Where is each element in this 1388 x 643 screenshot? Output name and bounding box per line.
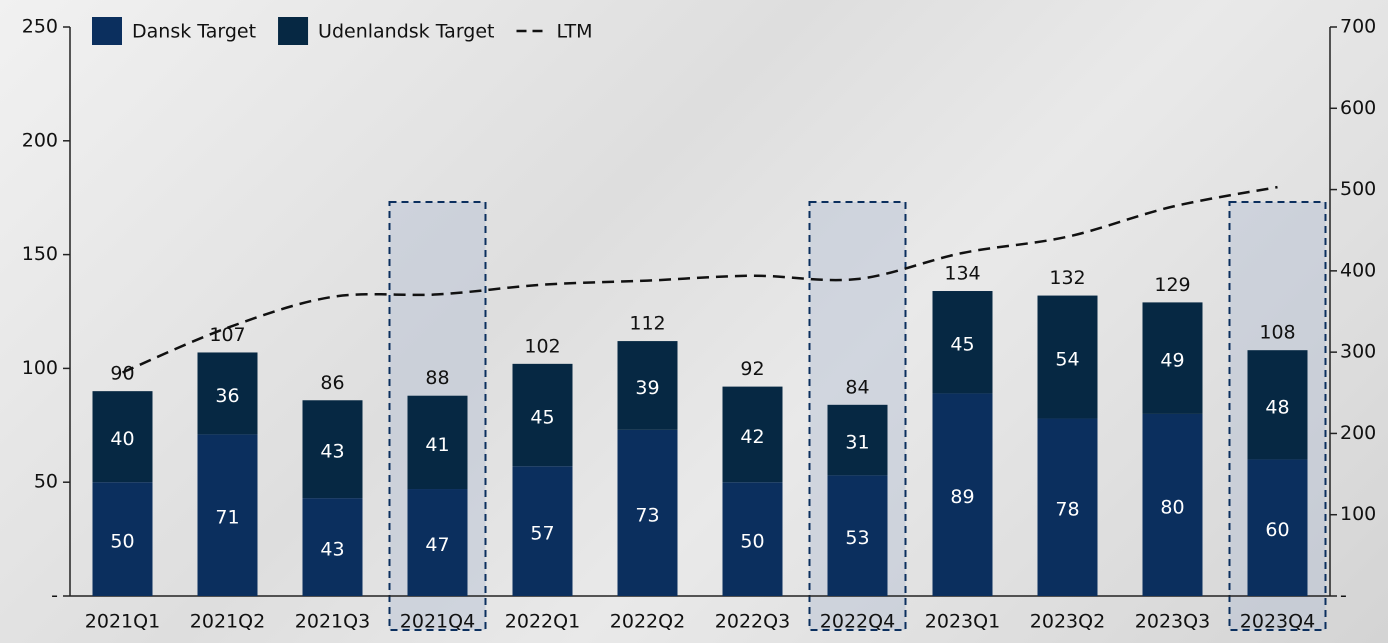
bar-segment <box>407 489 468 596</box>
x-tick-label: 2021Q2 <box>190 611 265 633</box>
total-label: 92 <box>740 358 764 380</box>
segment-label: 89 <box>950 486 974 508</box>
bar-segment <box>932 291 993 394</box>
y2-tick-label: 700 <box>1340 16 1376 38</box>
total-label: 84 <box>845 376 869 398</box>
x-tick-label: 2023Q2 <box>1030 611 1105 633</box>
bar-segment <box>197 434 258 596</box>
ltm-line <box>122 185 1278 374</box>
bar-segment <box>617 341 678 430</box>
y2-tick-label: 200 <box>1340 422 1376 444</box>
x-tick-label: 2023Q1 <box>925 611 1000 633</box>
x-tick-label: 2022Q3 <box>715 611 790 633</box>
segment-label: 50 <box>110 531 134 553</box>
segment-label: 31 <box>845 432 869 454</box>
total-label: 132 <box>1049 267 1085 289</box>
y-tick-label: 50 <box>34 471 58 493</box>
segment-label: 80 <box>1160 496 1184 518</box>
legend-label: Udenlandsk Target <box>318 21 494 43</box>
total-label: 88 <box>425 367 449 389</box>
bar-segment <box>827 404 888 476</box>
total-label: 107 <box>209 324 245 346</box>
total-label: 90 <box>110 363 134 385</box>
segment-label: 39 <box>635 377 659 399</box>
segment-label: 53 <box>845 527 869 549</box>
segment-label: 43 <box>320 539 344 561</box>
segment-label: 49 <box>1160 350 1184 372</box>
segment-label: 41 <box>425 434 449 456</box>
total-label: 108 <box>1259 322 1295 344</box>
total-label: 86 <box>320 372 344 394</box>
y-tick-label: 250 <box>22 16 58 38</box>
legend-label: LTM <box>557 21 593 43</box>
segment-label: 54 <box>1055 349 1079 371</box>
segment-label: 47 <box>425 534 449 556</box>
bar-segment <box>302 498 363 596</box>
bar-segment <box>1037 295 1098 419</box>
segment-label: 36 <box>215 385 239 407</box>
bar-segment <box>617 429 678 596</box>
legend-swatch <box>278 17 309 45</box>
y2-tick-label: 600 <box>1340 97 1376 119</box>
legend-swatch <box>92 17 122 45</box>
segment-label: 57 <box>530 523 554 545</box>
total-label: 129 <box>1154 274 1190 296</box>
bar-segment <box>722 386 783 483</box>
segment-label: 42 <box>740 426 764 448</box>
segment-label: 71 <box>215 507 239 529</box>
bar-segment <box>1247 459 1308 596</box>
segment-label: 73 <box>635 504 659 526</box>
bar-segment <box>1247 350 1308 460</box>
total-label: 112 <box>629 313 665 335</box>
y-tick-label: 150 <box>22 243 58 265</box>
segment-label: 40 <box>110 428 134 450</box>
bar-segment <box>722 482 783 596</box>
bar-segment <box>512 466 573 596</box>
bar-segment <box>827 475 888 596</box>
bar-segment <box>407 395 468 490</box>
total-label: 102 <box>524 335 560 357</box>
bar-segment <box>1142 413 1203 596</box>
segment-label: 60 <box>1265 519 1289 541</box>
y-tick-label: - <box>51 585 58 607</box>
segment-label: 50 <box>740 531 764 553</box>
x-tick-label: 2022Q1 <box>505 611 580 633</box>
bar-segment <box>1037 418 1098 596</box>
segment-label: 45 <box>950 334 974 356</box>
x-tick-label: 2022Q2 <box>610 611 685 633</box>
bar-segment <box>92 482 153 596</box>
y2-tick-label: 400 <box>1340 259 1376 281</box>
bar-segment <box>302 400 363 499</box>
bar-segment <box>512 363 573 467</box>
segment-label: 43 <box>320 441 344 463</box>
bar-segment <box>197 352 258 435</box>
y-tick-label: 200 <box>22 129 58 151</box>
legend-label: Dansk Target <box>132 21 256 43</box>
segment-label: 48 <box>1265 396 1289 418</box>
segment-label: 78 <box>1055 499 1079 521</box>
x-tick-label: 2023Q3 <box>1135 611 1210 633</box>
x-tick-label: 2021Q4 <box>400 611 475 633</box>
x-tick-label: 2021Q3 <box>295 611 370 633</box>
y2-tick-label: 100 <box>1340 503 1376 525</box>
bar-segment <box>1142 302 1203 414</box>
segment-label: 45 <box>530 407 554 429</box>
y2-tick-label: 500 <box>1340 178 1376 200</box>
total-label: 134 <box>944 263 980 285</box>
y2-tick-label: - <box>1340 585 1347 607</box>
x-tick-label: 2023Q4 <box>1240 611 1315 633</box>
x-tick-label: 2022Q4 <box>820 611 895 633</box>
x-tick-label: 2021Q1 <box>85 611 160 633</box>
bar-segment <box>92 391 153 483</box>
y-tick-label: 100 <box>22 357 58 379</box>
bar-segment <box>932 393 993 596</box>
y2-tick-label: 300 <box>1340 341 1376 363</box>
